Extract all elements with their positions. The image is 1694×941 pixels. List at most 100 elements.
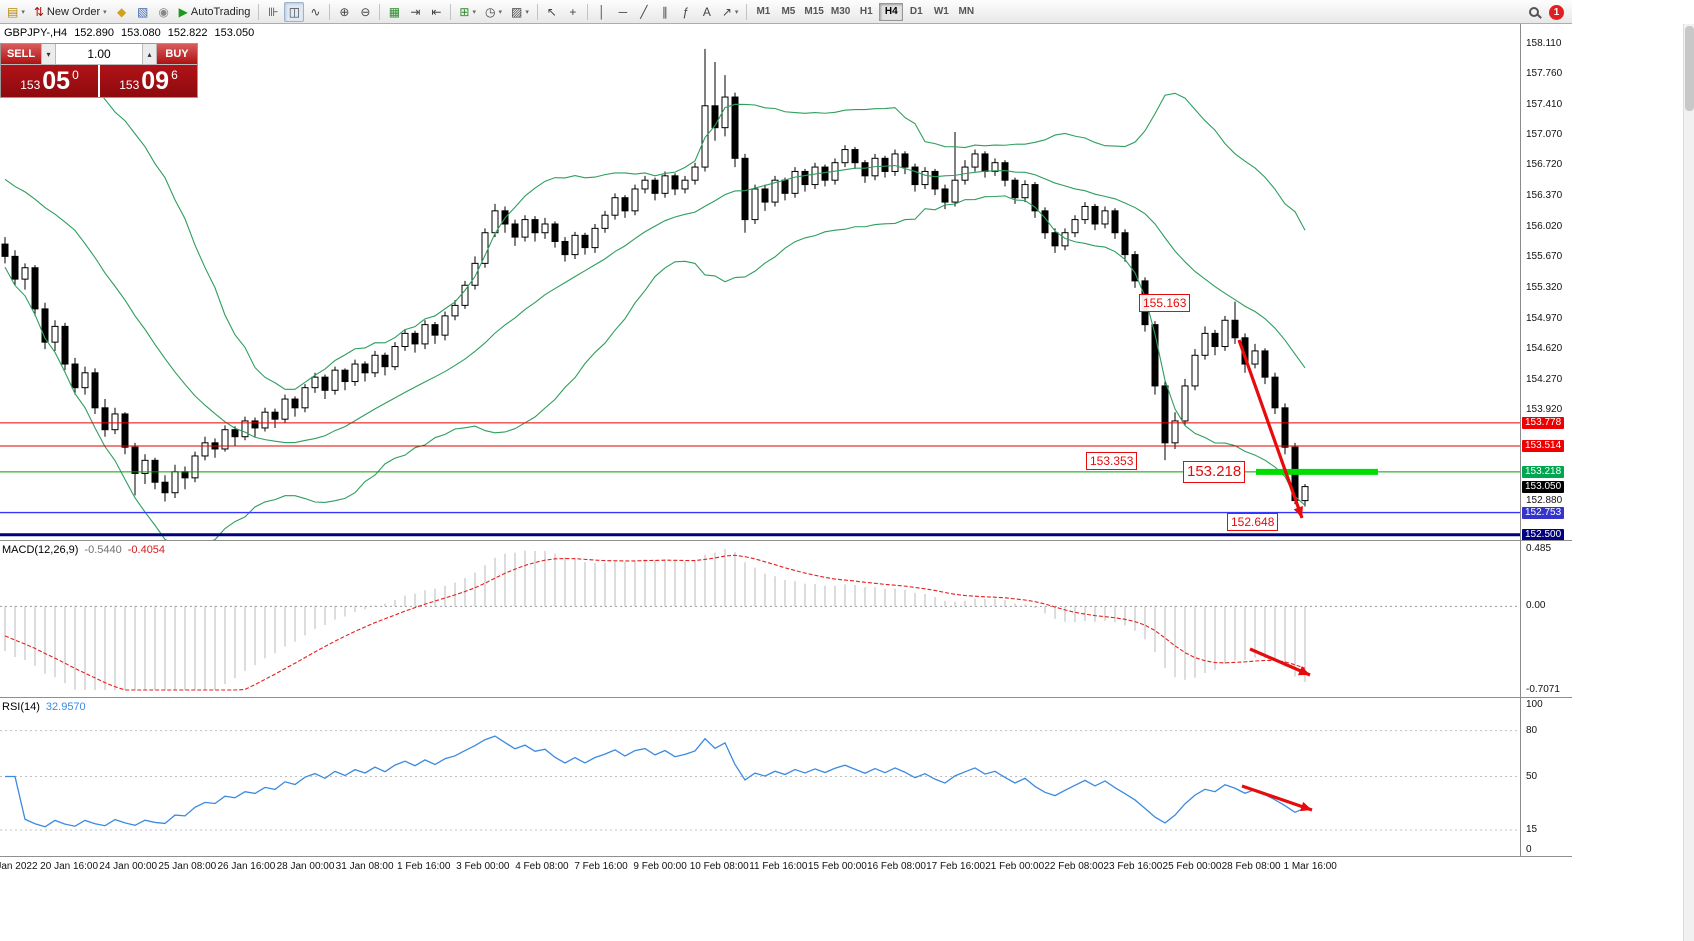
macd-main-value: -0.5440 (84, 544, 122, 556)
time-axis-label: 25 Jan 08:00 (158, 861, 217, 872)
tile-windows-icon[interactable]: ▦ (384, 2, 404, 22)
candlestick-chart[interactable] (0, 24, 1520, 540)
time-axis-label: 31 Jan 08:00 (335, 861, 394, 872)
buy-button[interactable]: BUY (157, 44, 197, 64)
one-click-trading-panel: SELL ▾ ▴ BUY 153 05 0 153 09 6 (0, 43, 198, 98)
time-axis-label: 21 Feb 00:00 (985, 861, 1045, 872)
line-chart-icon[interactable]: ∿ (305, 2, 325, 22)
notification-badge[interactable]: 1 (1549, 4, 1564, 20)
metaeditor-icon: ◆ (117, 4, 127, 19)
timeframe-m5-button[interactable]: M5 (781, 6, 796, 17)
scrollbar-thumb[interactable] (1685, 26, 1694, 111)
panel-divider (0, 856, 1572, 857)
volume-input[interactable] (56, 44, 142, 64)
candlestick-chart-icon[interactable]: ◫ (284, 1, 305, 22)
vertical-line-icon[interactable]: │ (592, 2, 612, 22)
trend-arrow (1241, 784, 1313, 812)
trade-panel-controls: SELL ▾ ▴ BUY (1, 44, 197, 65)
templates-icon[interactable]: ▨ ▾ (507, 2, 533, 22)
rsi-axis-label: 80 (1526, 724, 1538, 736)
cursor-icon[interactable]: ↖ (542, 2, 562, 22)
price-axis-label: 153.920 (1526, 404, 1563, 416)
horizontal-line-icon[interactable]: ─ (613, 2, 633, 22)
crosshair-icon[interactable]: + (563, 2, 583, 22)
timeframe-mn-button[interactable]: MN (958, 6, 975, 17)
panel-divider[interactable] (0, 697, 1572, 698)
bar-chart-icon: ⊪ (268, 4, 279, 19)
time-axis-label: 25 Feb 00:00 (1162, 861, 1222, 872)
timeframe-w1-button[interactable]: W1 (933, 6, 949, 17)
timeframe-m1-button[interactable]: M1 (756, 6, 771, 17)
price-axis[interactable]: 158.110 157.760 157.410 157.070 156.720 156.3… (1520, 24, 1572, 541)
price-axis-label: 154.970 (1526, 312, 1563, 324)
zoom-out-icon[interactable]: ⊖ (355, 2, 375, 22)
auto-scroll-icon: ⇥ (410, 4, 421, 19)
macd-axis-label: 0.485 (1526, 543, 1552, 554)
time-axis-label: 15 Feb 00:00 (807, 861, 867, 872)
vertical-line-icon: │ (598, 4, 606, 19)
cursor-icon: ↖ (546, 4, 557, 19)
metaeditor-icon[interactable]: ◆ (112, 2, 132, 22)
text-label-icon[interactable]: A (697, 2, 717, 22)
strategy-tester-icon[interactable]: ▧ (133, 2, 153, 22)
panel-divider[interactable] (0, 540, 1572, 541)
price-axis-label: 157.760 (1526, 68, 1563, 80)
zoom-out-icon: ⊖ (360, 4, 371, 19)
scrollbar[interactable] (1683, 24, 1694, 941)
trade-panel-prices: 153 05 0 153 09 6 (1, 65, 197, 97)
buy-price-button[interactable]: 153 09 6 (100, 65, 197, 97)
macd-chart (0, 549, 1520, 691)
new-chart-icon[interactable]: ▤ ▾ (3, 2, 29, 22)
buy-price-prefix: 153 (119, 78, 140, 92)
timeframe-m15-button[interactable]: M15 (804, 6, 824, 17)
chevron-down-icon: ▾ (525, 8, 529, 16)
new-order-button[interactable]: ⇅ New Order ▾ (30, 2, 111, 22)
time-axis-label: 24 Jan 00:00 (99, 861, 158, 872)
auto-scroll-icon[interactable]: ⇥ (405, 2, 425, 22)
volume-increase-button[interactable]: ▴ (142, 44, 157, 64)
time-axis-label: 22 Feb 08:00 (1044, 861, 1104, 872)
new-chart-icon: ▤ (7, 4, 19, 19)
new-order-label: New Order (46, 5, 101, 18)
toolbar-separator (450, 3, 452, 20)
time-axis-label: 3 Feb 00:00 (456, 861, 510, 872)
chart-shift-icon[interactable]: ⇤ (426, 2, 446, 22)
trendline-icon[interactable]: ╱ (634, 2, 654, 22)
arrow-objects-icon[interactable]: ↗ ▾ (718, 2, 743, 22)
macd-signal-value: -0.4054 (127, 544, 166, 556)
bar-chart-icon[interactable]: ⊪ (263, 2, 283, 22)
search-icon[interactable] (1529, 7, 1539, 17)
sell-button[interactable]: SELL (1, 44, 41, 64)
indicators-icon[interactable]: ⊞ ▾ (455, 2, 480, 22)
toolbar-separator (379, 3, 381, 20)
macd-panel[interactable]: MACD(12,26,9) -0.5440 -0.4054 0.485 0.00 -… (0, 541, 1572, 697)
community-icon[interactable]: ◉ (154, 2, 174, 22)
trend-arrow-head (1300, 801, 1312, 812)
zoom-in-icon[interactable]: ⊕ (334, 2, 354, 22)
ohlc-close: 153.050 (214, 27, 255, 39)
timeframe-d1-button[interactable]: D1 (909, 6, 923, 17)
price-axis-label: 156.020 (1526, 220, 1563, 232)
chevron-down-icon: ▾ (103, 8, 107, 16)
periods-icon[interactable]: ◷ ▾ (481, 2, 506, 22)
sell-price-button[interactable]: 153 05 0 (1, 65, 98, 97)
timeframe-h1-button[interactable]: H1 (859, 6, 873, 17)
trend-arrow-head (1298, 666, 1310, 676)
time-axis-label: 28 Jan 00:00 (276, 861, 335, 872)
timeframe-h4-button[interactable]: H4 (879, 2, 904, 21)
rsi-value: 32.9570 (45, 701, 86, 713)
rsi-panel[interactable]: RSI(14) 32.9570 100 80 50 15 0 (0, 698, 1572, 856)
price-axis-label: 157.410 (1526, 98, 1563, 110)
equidistant-channel-icon[interactable]: ∥ (655, 2, 675, 22)
time-axis-label: 26 Jan 16:00 (217, 861, 276, 872)
timeframe-m30-button[interactable]: M30 (830, 6, 851, 17)
rsi-name: RSI(14) (2, 701, 40, 713)
chart-window[interactable]: 155.163 153.353 153.218 152.648 GBPJPY-,H4 … (0, 24, 1572, 541)
fibonacci-retracement-icon[interactable]: ƒ (676, 2, 696, 22)
desktop-gutter (1572, 0, 1694, 941)
volume-decrease-button[interactable]: ▾ (41, 44, 56, 64)
price-level-label: 153.778 (1522, 416, 1565, 429)
autotrading-button[interactable]: ▶ AutoTrading (175, 2, 255, 22)
